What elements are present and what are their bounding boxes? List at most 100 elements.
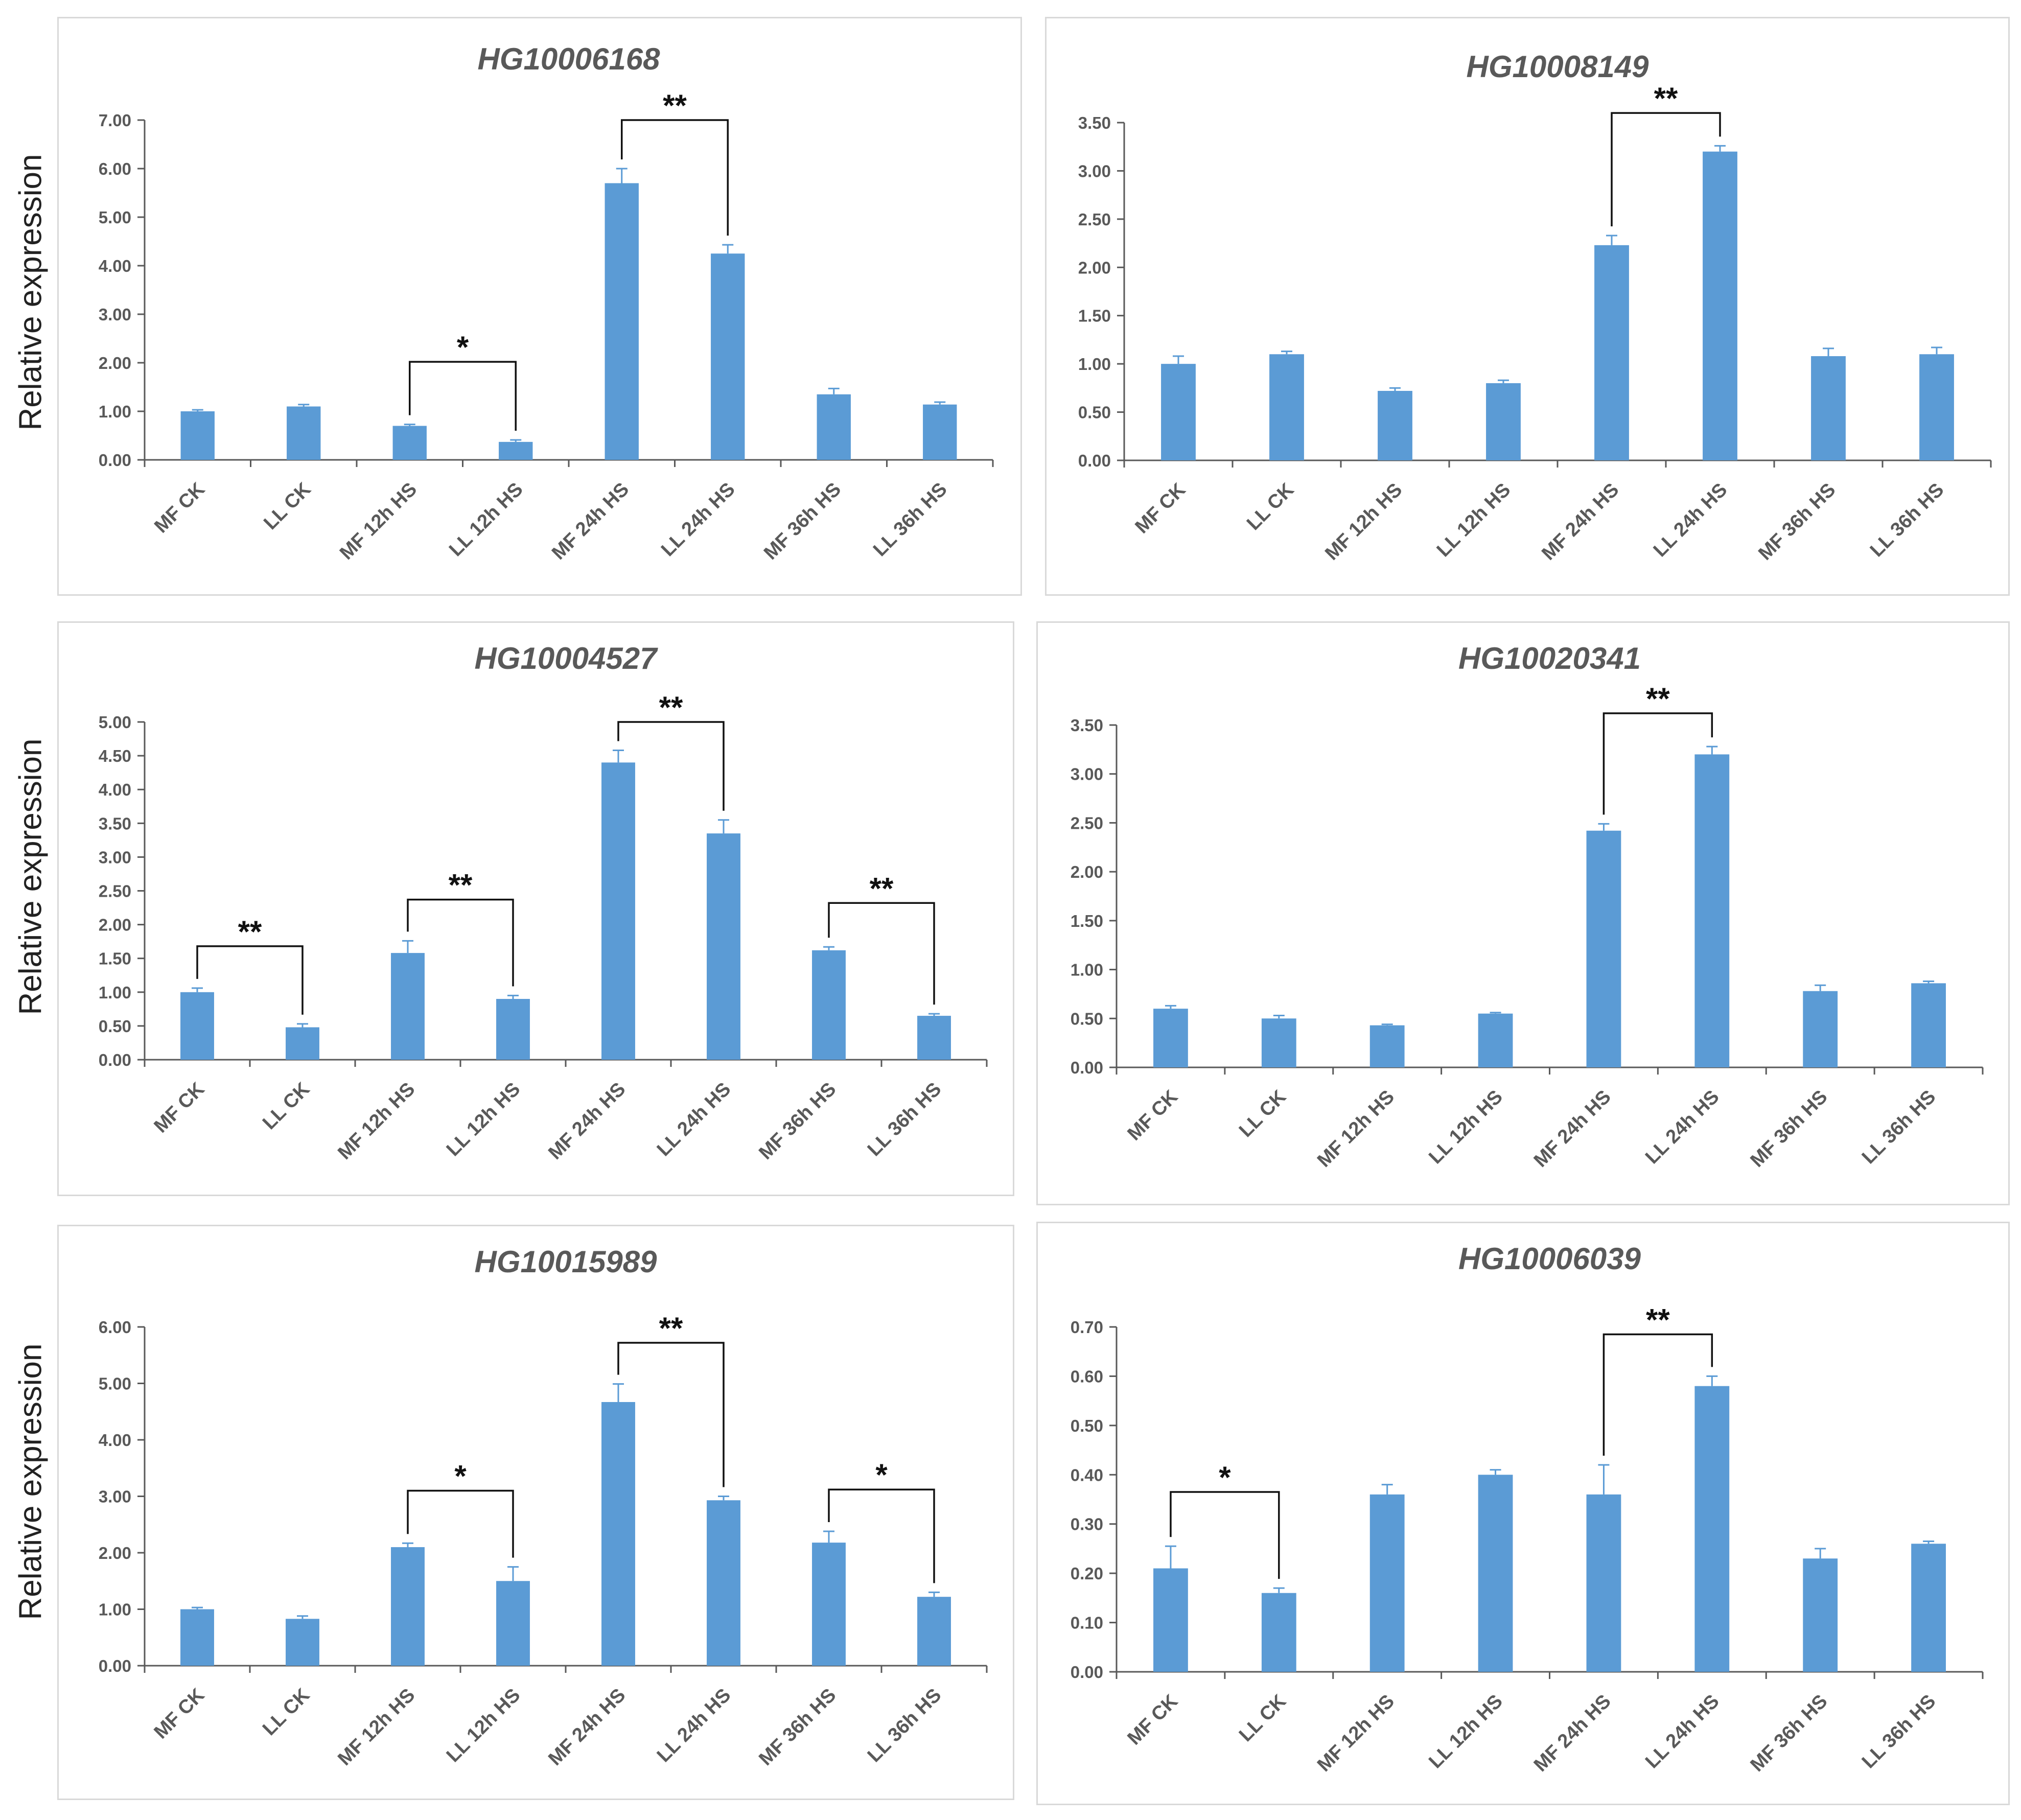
x-category-label: LL 36h HS — [869, 479, 951, 561]
y-tick-label: 0.50 — [1071, 1416, 1103, 1435]
x-category-label: MF 36h HS — [1746, 1691, 1831, 1776]
bar — [1261, 1018, 1296, 1067]
y-tick-label: 2.50 — [1071, 813, 1103, 832]
y-tick-label: 1.00 — [99, 1600, 131, 1619]
chart-panel-5: HG10015989 0.00 1.00 2.00 3.00 4.00 5.00 6.00 MF… — [57, 1225, 1014, 1800]
y-tick-label: 6.00 — [99, 159, 131, 178]
y-tick-label: 0.50 — [99, 1017, 131, 1036]
bar — [1478, 1013, 1513, 1067]
x-category-label: MF CK — [1124, 1086, 1182, 1145]
y-tick-label: 1.50 — [99, 949, 131, 968]
bar — [392, 426, 427, 460]
significance-bracket — [1611, 112, 1721, 226]
chart-panel-1: HG10006168 0.00 1.00 2.00 3.00 4.00 5.00 6.00 7.… — [57, 17, 1022, 596]
bar — [601, 1402, 635, 1666]
chart-svg-2: HG10008149 0.00 0.50 1.00 1.50 2.00 2.50 3.00 3.… — [1078, 50, 1992, 565]
bar — [1369, 1025, 1405, 1067]
x-category-label: LL 24h HS — [1641, 1086, 1724, 1169]
bar — [180, 1609, 214, 1666]
x-category-label: LL CK — [260, 478, 315, 534]
y-tick-label: 7.00 — [99, 111, 131, 130]
x-category-label: LL CK — [1235, 1690, 1291, 1746]
y-tick-label: 6.00 — [99, 1318, 131, 1337]
bar — [917, 1016, 951, 1060]
chart-panel-6: HG10006039 0.00 0.10 0.20 0.30 0.40 0.50 0.60 0.… — [1036, 1222, 2010, 1805]
y-tick-label: 0.00 — [99, 451, 131, 470]
y-tick-label: 3.00 — [99, 1487, 131, 1506]
y-tick-label: 3.00 — [1071, 765, 1103, 784]
y-tick-label: 0.00 — [1071, 1058, 1103, 1077]
x-category-label: LL 36h HS — [1858, 1691, 1940, 1773]
x-category-label: MF 24h HS — [544, 1685, 630, 1770]
y-tick-label: 3.50 — [99, 814, 131, 833]
x-category-label: MF CK — [150, 1078, 209, 1137]
y-tick-label: 0.60 — [1071, 1367, 1103, 1386]
x-category-label: LL CK — [259, 1078, 314, 1134]
y-tick-label: 2.00 — [99, 916, 131, 935]
bar — [1919, 354, 1954, 460]
bar — [1486, 383, 1521, 460]
y-tick-label: 3.50 — [1071, 716, 1103, 735]
significance-bracket — [828, 902, 935, 1005]
x-category-label: LL 24h HS — [1641, 1691, 1724, 1773]
bar — [496, 999, 530, 1060]
significance-label: * — [457, 330, 469, 364]
bar — [923, 404, 957, 460]
x-category-label: LL 24h HS — [653, 1685, 735, 1767]
chart-title: HG10006168 — [478, 42, 661, 76]
x-category-label: LL 12h HS — [443, 1079, 525, 1161]
x-category-label: MF CK — [1124, 1690, 1182, 1749]
bar — [812, 1543, 846, 1666]
x-category-label: LL 24h HS — [1650, 479, 1732, 562]
chart-svg-3: HG10004527 0.00 0.50 1.00 1.50 2.00 2.50 3.00 3.… — [99, 641, 988, 1164]
bar — [711, 253, 745, 460]
y-tick-label: 4.50 — [99, 746, 131, 765]
bar — [286, 1027, 319, 1060]
y-tick-label: 0.00 — [99, 1051, 131, 1069]
chart-svg-5: HG10015989 0.00 1.00 2.00 3.00 4.00 5.00 6.00 MF… — [99, 1245, 988, 1770]
chart-panel-4: HG10020341 0.00 0.50 1.00 1.50 2.00 2.50 3.00 3.… — [1036, 621, 2010, 1205]
y-tick-label: 2.00 — [1071, 862, 1103, 881]
x-category-label: MF 12h HS — [1313, 1086, 1399, 1172]
bar — [707, 833, 740, 1060]
significance-label: ** — [1646, 682, 1670, 716]
significance-label: ** — [663, 88, 687, 123]
bar — [1378, 391, 1412, 460]
x-category-label: LL 36h HS — [1858, 1086, 1940, 1169]
x-category-label: MF 24h HS — [1530, 1086, 1615, 1172]
y-tick-label: 1.00 — [1071, 961, 1103, 979]
y-tick-label: 0.20 — [1071, 1564, 1103, 1583]
bar — [1694, 754, 1730, 1067]
y-tick-label: 0.50 — [1071, 1009, 1103, 1028]
bar — [1161, 364, 1196, 460]
x-category-label: MF 12h HS — [336, 479, 421, 564]
significance-bracket — [621, 119, 729, 236]
significance-bracket — [407, 1489, 514, 1558]
y-tick-label: 3.50 — [1078, 113, 1111, 132]
significance-bracket — [1602, 712, 1713, 815]
bar — [1803, 1558, 1838, 1672]
x-category-label: LL CK — [1243, 479, 1298, 534]
bar — [1261, 1593, 1296, 1672]
significance-label: ** — [449, 868, 473, 902]
y-tick-label: 1.50 — [1078, 307, 1111, 325]
bar — [1153, 1009, 1188, 1067]
bar — [391, 953, 425, 1060]
y-tick-label: 1.50 — [1071, 912, 1103, 930]
y-tick-label: 2.50 — [99, 882, 131, 901]
significance-label: ** — [1646, 1302, 1670, 1337]
x-category-label: MF 36h HS — [755, 1685, 840, 1770]
x-category-label: MF 24h HS — [548, 479, 633, 564]
bar — [1911, 1544, 1946, 1672]
y-tick-label: 5.00 — [99, 1374, 131, 1393]
bar — [1911, 983, 1946, 1067]
significance-bracket — [409, 361, 517, 431]
significance-label: ** — [659, 690, 683, 725]
y-tick-label: 2.00 — [99, 1544, 131, 1562]
y-tick-label: 5.00 — [99, 713, 131, 732]
bar — [1153, 1568, 1188, 1672]
bar — [286, 1619, 319, 1666]
chart-svg-1: HG10006168 0.00 1.00 2.00 3.00 4.00 5.00 6.00 7.… — [99, 42, 994, 564]
bar — [1586, 830, 1621, 1067]
x-category-label: MF 24h HS — [1530, 1691, 1615, 1776]
